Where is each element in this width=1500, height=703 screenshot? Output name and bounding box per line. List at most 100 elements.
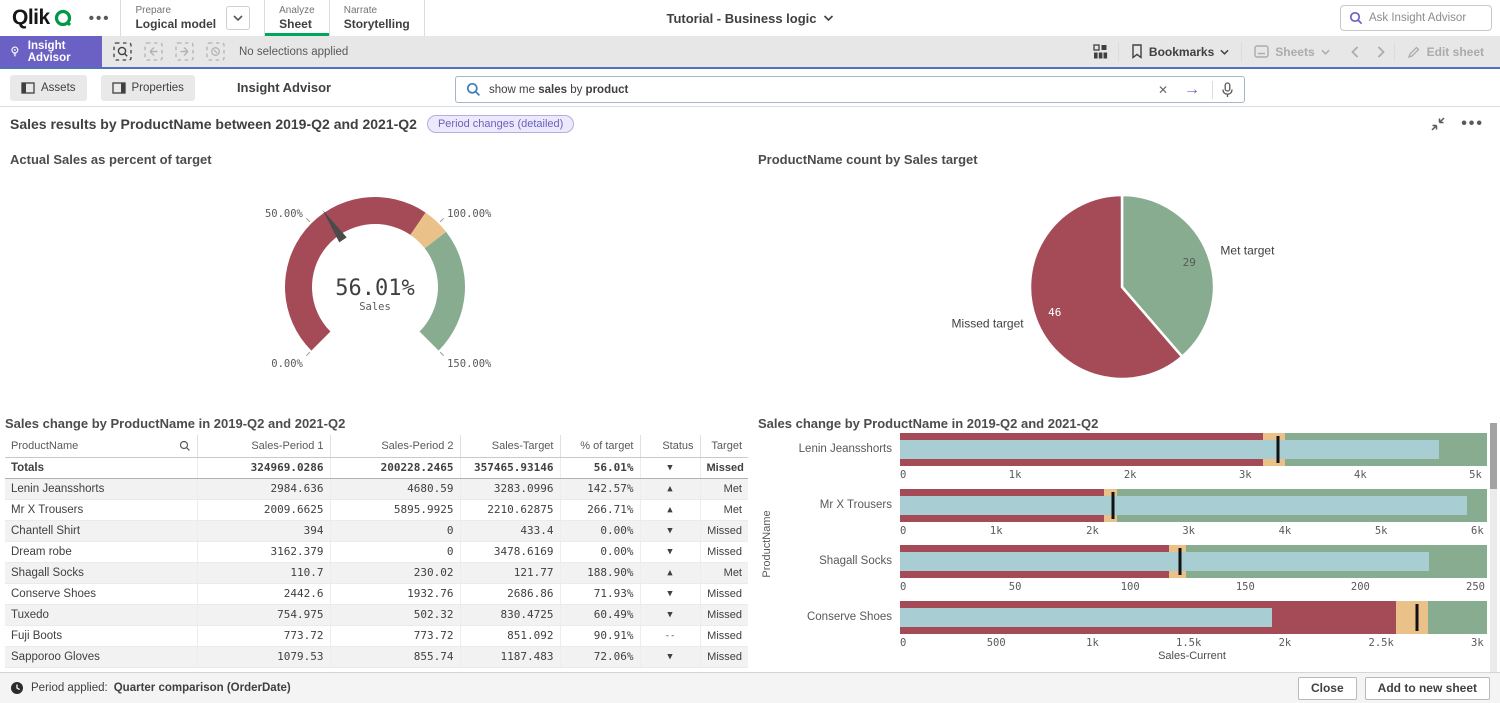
prepare-dropdown-button[interactable] <box>226 6 251 30</box>
cell-productname[interactable]: Fuji Boots <box>5 625 198 647</box>
cell-period1[interactable]: 110.7 <box>197 562 331 584</box>
cell-pct-of-target[interactable]: 266.71% <box>560 499 641 521</box>
cell-period1[interactable]: 2442.6 <box>197 583 331 605</box>
table-row[interactable]: Lenin Jeansshorts 2984.636 4680.59 3283.099… <box>5 478 748 500</box>
search-query-text[interactable]: show me sales by product <box>489 83 629 96</box>
cell-productname[interactable]: Dream robe <box>5 541 198 563</box>
table-row[interactable]: Mr X Trousers 2009.6625 5895.9925 2210.6287… <box>5 499 748 521</box>
scrollbar-thumb[interactable] <box>1490 423 1497 489</box>
more-menu-icon[interactable]: ••• <box>88 9 111 27</box>
tab-prepare[interactable]: Prepare Logical model <box>121 0 264 36</box>
cell-target[interactable]: 2210.62875 <box>460 499 561 521</box>
cell-period1[interactable]: 3162.379 <box>197 541 331 563</box>
cell-target[interactable]: 433.4 <box>460 520 561 542</box>
app-title-menu[interactable]: Tutorial - Business logic <box>666 0 834 36</box>
submit-search-icon[interactable]: → <box>1184 80 1200 98</box>
cell-period1[interactable]: 2009.6625 <box>197 499 331 521</box>
cell-productname[interactable]: Mr X Trousers <box>5 499 198 521</box>
ask-insight-advisor-search[interactable] <box>1340 5 1492 31</box>
column-header[interactable]: Sales-Period 1 <box>197 435 331 458</box>
table-row[interactable]: Chantell Shirt 394 0 433.4 0.00% ▼ Missed <box>5 520 748 542</box>
tab-analyze[interactable]: Analyze Sheet <box>265 0 329 36</box>
previous-sheet-button[interactable] <box>1342 36 1368 67</box>
cell-pct-of-target[interactable]: 90.91% <box>560 625 641 647</box>
pie-chart-panel[interactable]: ProductName count by Sales target 29 Met … <box>755 140 1500 413</box>
cell-period2[interactable]: 230.02 <box>330 562 461 584</box>
column-header-productname[interactable]: ProductName <box>5 435 198 458</box>
bullet-bar[interactable] <box>900 489 1487 522</box>
sheets-button[interactable]: Sheets <box>1242 36 1341 67</box>
cell-target[interactable]: 3283.0996 <box>460 478 561 500</box>
properties-button[interactable]: Properties <box>100 74 195 101</box>
cell-period2[interactable]: 4680.59 <box>330 478 461 500</box>
edit-sheet-button[interactable]: Edit sheet <box>1395 36 1500 67</box>
table-row[interactable]: Dream robe 3162.379 0 3478.6169 0.00% ▼ Missed <box>5 541 748 563</box>
cell-productname[interactable]: Tuxedo <box>5 604 198 626</box>
cell-target[interactable]: 357465.93146 <box>460 456 561 479</box>
clear-selections-icon[interactable] <box>204 41 226 63</box>
cell-period2[interactable]: 5895.9925 <box>330 499 461 521</box>
cell-period1[interactable]: 2984.636 <box>197 478 331 500</box>
column-header[interactable]: Status <box>640 435 701 458</box>
column-header[interactable]: Sales-Target <box>460 435 561 458</box>
microphone-icon[interactable] <box>1221 81 1234 98</box>
cell-target[interactable]: 830.4725 <box>460 604 561 626</box>
cell-target[interactable]: 2686.86 <box>460 583 561 605</box>
cell-productname[interactable]: Shagall Socks <box>5 562 198 584</box>
insight-advisor-search-box[interactable]: show me sales by product ✕ → <box>455 76 1245 103</box>
cell-productname[interactable]: Chantell Shirt <box>5 520 198 542</box>
cell-period2[interactable]: 502.32 <box>330 604 461 626</box>
cell-period2[interactable]: 855.74 <box>330 646 461 668</box>
bullet-chart-panel[interactable]: Sales change by ProductName in 2019-Q2 a… <box>755 413 1500 672</box>
table-row[interactable]: Shagall Socks 110.7 230.02 121.77 188.90% ▲ Me… <box>5 562 748 584</box>
cell-period1[interactable]: 394 <box>197 520 331 542</box>
cell-period2[interactable]: 0 <box>330 520 461 542</box>
cell-pct-of-target[interactable]: 0.00% <box>560 541 641 563</box>
step-back-icon[interactable] <box>142 41 164 63</box>
cell-productname[interactable]: Lenin Jeansshorts <box>5 478 198 500</box>
cell-pct-of-target[interactable]: 0.00% <box>560 520 641 542</box>
ask-insight-advisor-input[interactable] <box>1369 12 1483 24</box>
column-header[interactable]: % of target <box>560 435 641 458</box>
bullet-bar[interactable] <box>900 433 1487 466</box>
smart-search-icon[interactable] <box>111 41 133 63</box>
cell-pct-of-target[interactable]: 71.93% <box>560 583 641 605</box>
cell-period2[interactable]: 200228.2465 <box>330 456 461 479</box>
clear-search-icon[interactable]: ✕ <box>1157 82 1168 97</box>
bullet-bar[interactable] <box>900 601 1487 634</box>
cell-target[interactable]: 1187.483 <box>460 646 561 668</box>
cell-pct-of-target[interactable]: 188.90% <box>560 562 641 584</box>
assets-button[interactable]: Assets <box>10 74 87 101</box>
cell-productname[interactable]: Totals <box>5 456 198 479</box>
table-totals-row[interactable]: Totals 324969.0286 200228.2465 357465.93146… <box>5 456 748 479</box>
cell-target[interactable]: 3478.6169 <box>460 541 561 563</box>
more-options-icon[interactable]: ••• <box>1461 114 1484 132</box>
cell-period1[interactable]: 1079.53 <box>197 646 331 668</box>
step-forward-icon[interactable] <box>173 41 195 63</box>
cell-target[interactable]: 851.092 <box>460 625 561 647</box>
bullet-bar[interactable] <box>900 545 1487 578</box>
tab-narrate[interactable]: Narrate Storytelling <box>330 0 424 36</box>
cell-target[interactable]: 121.77 <box>460 562 561 584</box>
table-row[interactable]: Sapporoo Gloves 1079.53 855.74 1187.483 72.0… <box>5 646 748 668</box>
cell-period1[interactable]: 773.72 <box>197 625 331 647</box>
cell-period1[interactable]: 324969.0286 <box>197 456 331 479</box>
cell-period1[interactable]: 754.975 <box>197 604 331 626</box>
bookmarks-button[interactable]: Bookmarks <box>1119 36 1241 67</box>
column-header[interactable]: Target <box>700 435 748 458</box>
pie-slice[interactable] <box>1120 193 1216 359</box>
cell-period2[interactable]: 0 <box>330 541 461 563</box>
next-sheet-button[interactable] <box>1368 36 1394 67</box>
table-row[interactable]: Fuji Boots 773.72 773.72 851.092 90.91% -- Mis… <box>5 625 748 647</box>
cell-pct-of-target[interactable]: 56.01% <box>560 456 641 479</box>
column-search-icon[interactable] <box>179 440 191 452</box>
table-row[interactable]: Conserve Shoes 2442.6 1932.76 2686.86 71.93%… <box>5 583 748 605</box>
insight-advisor-button[interactable]: Insight Advisor <box>0 36 102 67</box>
table-row[interactable]: Tuxedo 754.975 502.32 830.4725 60.49% ▼ Missed <box>5 604 748 626</box>
scrollbar[interactable] <box>1490 423 1497 672</box>
app-overview-icon[interactable] <box>1090 41 1112 63</box>
cell-pct-of-target[interactable]: 142.57% <box>560 478 641 500</box>
cell-pct-of-target[interactable]: 72.06% <box>560 646 641 668</box>
add-to-new-sheet-button[interactable]: Add to new sheet <box>1364 676 1490 700</box>
column-header[interactable]: Sales-Period 2 <box>330 435 461 458</box>
